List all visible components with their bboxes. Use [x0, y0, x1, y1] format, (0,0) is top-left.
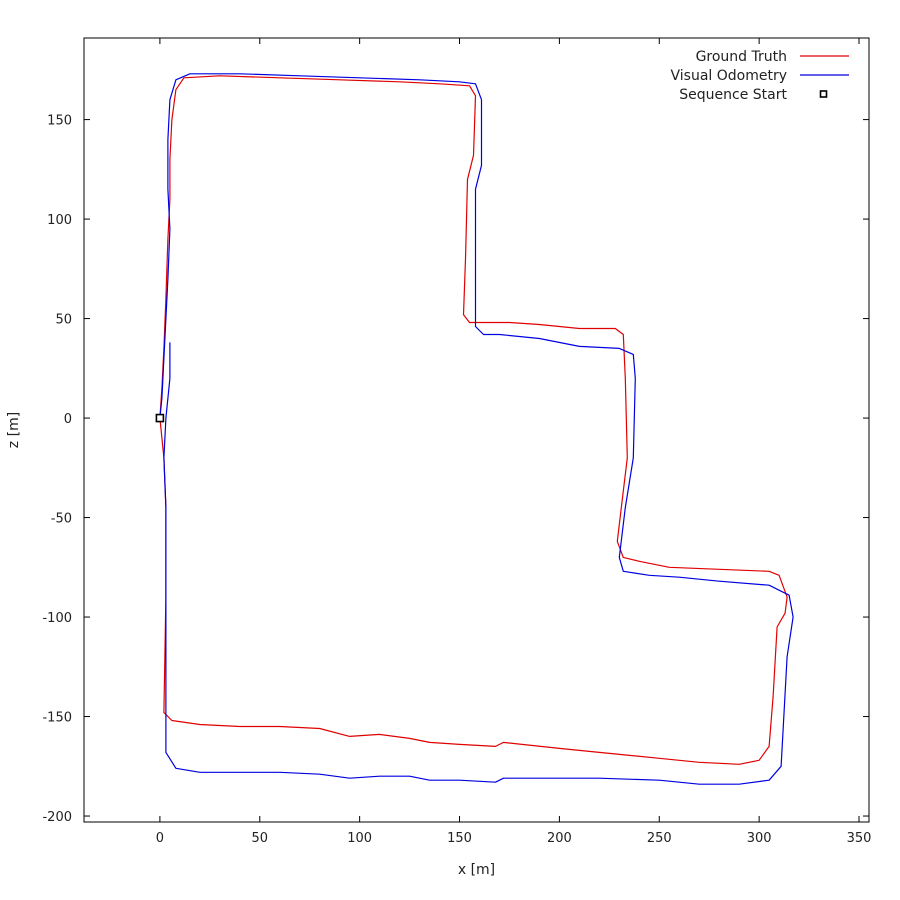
y-tick-label: -50 [51, 512, 72, 527]
legend-swatch-marker [819, 90, 828, 98]
series-line-1 [159, 73, 794, 785]
y-tick-label: 100 [47, 213, 72, 228]
x-tick-label: 100 [347, 831, 372, 846]
x-tick-label: 250 [647, 831, 672, 846]
legend-entry-label: Visual Odometry [671, 68, 788, 84]
sequence-start-marker [155, 413, 165, 423]
y-tick-label: 0 [64, 412, 72, 427]
y-tick-label: 50 [55, 313, 72, 328]
y-tick-label: -100 [42, 611, 72, 626]
legend-entry-label: Sequence Start [679, 87, 787, 103]
legend-entry-label: Ground Truth [696, 49, 787, 65]
x-tick-label: 50 [252, 831, 269, 846]
y-axis-ticks: -200 -150 -100 -50 0 50 100 150 [42, 114, 869, 825]
legend: Ground Truth Visual Odometry Sequence Star… [671, 49, 849, 103]
y-tick-label: 150 [47, 114, 72, 129]
x-axis-ticks: 0 50 100 150 200 250 300 350 [156, 38, 872, 846]
x-tick-label: 350 [847, 831, 872, 846]
plot-frame [83, 37, 870, 823]
x-axis-title: x [m] [458, 862, 495, 878]
x-tick-label: 0 [156, 831, 164, 846]
series-layer [155, 73, 794, 785]
y-axis-title: z [m] [6, 412, 22, 448]
x-tick-label: 200 [547, 831, 572, 846]
x-tick-label: 150 [447, 831, 472, 846]
y-tick-label: -150 [42, 711, 72, 726]
y-tick-label: -200 [42, 810, 72, 825]
series-line-0 [159, 75, 788, 765]
x-tick-label: 300 [747, 831, 772, 846]
